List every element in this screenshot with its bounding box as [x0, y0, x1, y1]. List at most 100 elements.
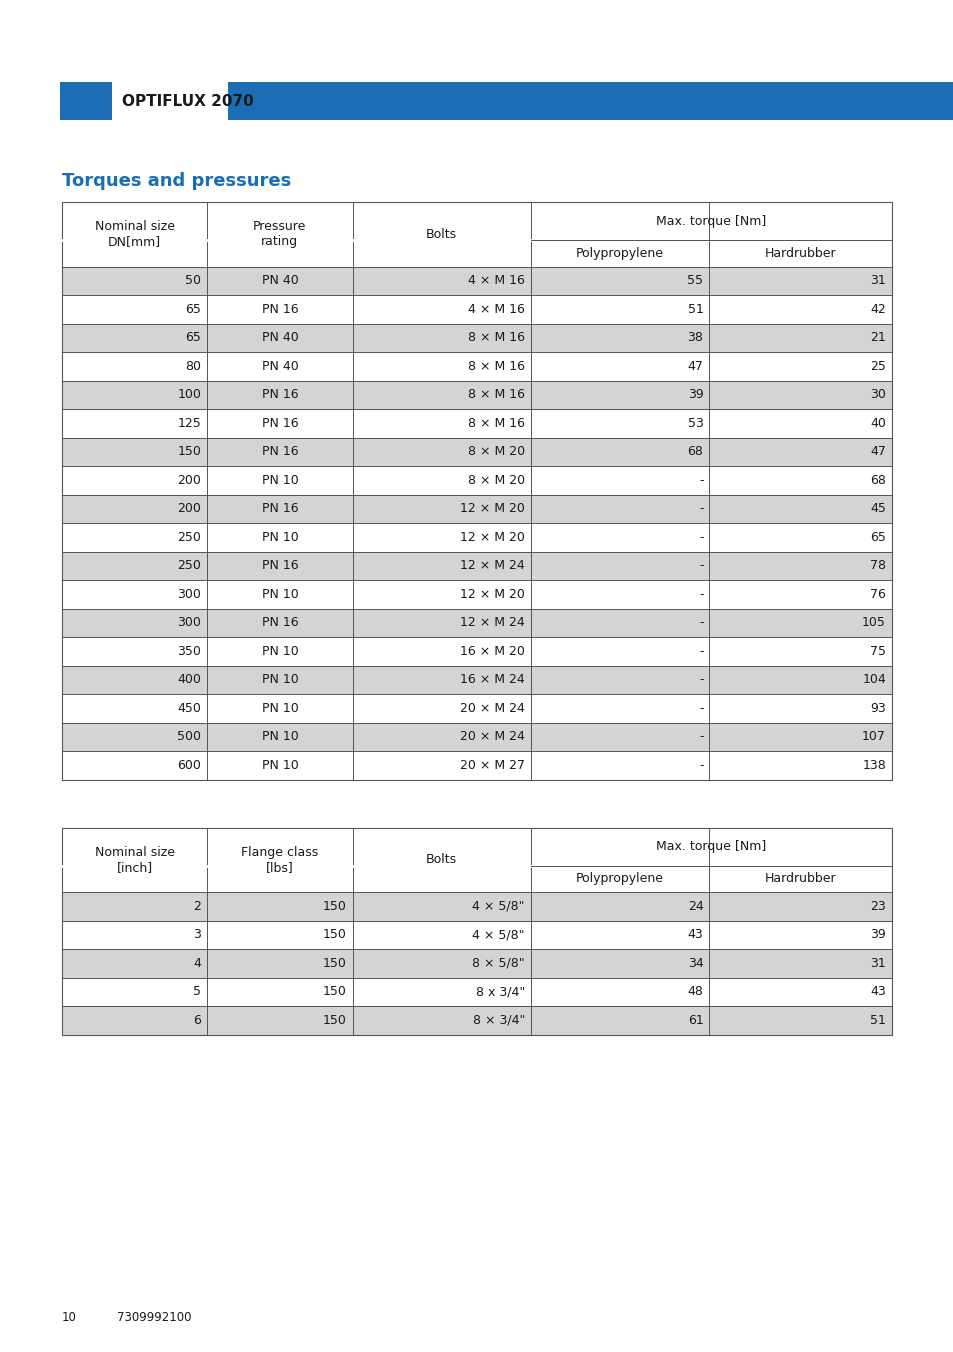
- Bar: [62, 608, 891, 637]
- Text: 12 × M 20: 12 × M 20: [459, 531, 524, 544]
- Text: 250: 250: [177, 531, 201, 544]
- Text: 4 × 5/8": 4 × 5/8": [472, 899, 524, 913]
- Text: 21: 21: [869, 331, 885, 345]
- Text: 8 × M 20: 8 × M 20: [467, 473, 524, 487]
- Text: PN 40: PN 40: [261, 331, 298, 345]
- Text: 350: 350: [177, 645, 201, 658]
- Text: 75: 75: [869, 645, 885, 658]
- Bar: [60, 82, 112, 120]
- Text: 34: 34: [687, 957, 702, 969]
- Text: 104: 104: [862, 673, 885, 687]
- Text: 4: 4: [193, 957, 201, 969]
- Text: 39: 39: [687, 388, 702, 402]
- Text: 8 × 5/8": 8 × 5/8": [472, 957, 524, 969]
- Text: 20 × M 24: 20 × M 24: [459, 702, 524, 715]
- Text: 65: 65: [185, 303, 201, 316]
- Bar: [62, 949, 891, 977]
- Text: 51: 51: [687, 303, 702, 316]
- Text: 150: 150: [322, 929, 346, 941]
- Text: PN 16: PN 16: [261, 388, 298, 402]
- Text: 24: 24: [687, 899, 702, 913]
- Text: 12 × M 20: 12 × M 20: [459, 502, 524, 515]
- Text: 150: 150: [177, 445, 201, 458]
- Text: -: -: [699, 502, 702, 515]
- Text: PN 10: PN 10: [261, 473, 298, 487]
- Text: 125: 125: [177, 416, 201, 430]
- Text: 31: 31: [869, 957, 885, 969]
- Text: PN 10: PN 10: [261, 531, 298, 544]
- Text: 20 × M 27: 20 × M 27: [459, 758, 524, 772]
- Text: PN 10: PN 10: [261, 758, 298, 772]
- Text: PN 10: PN 10: [261, 702, 298, 715]
- Text: 23: 23: [869, 899, 885, 913]
- Text: Flange class
[lbs]: Flange class [lbs]: [241, 846, 318, 873]
- Text: -: -: [699, 560, 702, 572]
- Bar: [62, 665, 891, 694]
- Text: -: -: [699, 645, 702, 658]
- Text: 42: 42: [869, 303, 885, 316]
- Text: 30: 30: [869, 388, 885, 402]
- Text: 8 × M 16: 8 × M 16: [468, 360, 524, 373]
- Text: 53: 53: [687, 416, 702, 430]
- Text: 300: 300: [177, 617, 201, 629]
- Bar: [228, 82, 953, 120]
- Bar: [62, 827, 891, 1034]
- Text: Bolts: Bolts: [426, 227, 456, 241]
- Text: 2: 2: [193, 899, 201, 913]
- Text: -: -: [699, 473, 702, 487]
- Text: Torques and pressures: Torques and pressures: [62, 172, 291, 191]
- Bar: [62, 201, 891, 780]
- Text: 68: 68: [687, 445, 702, 458]
- Text: 65: 65: [185, 331, 201, 345]
- Text: 43: 43: [869, 986, 885, 998]
- Text: 50: 50: [185, 274, 201, 287]
- Text: 76: 76: [869, 588, 885, 600]
- Text: PN 16: PN 16: [261, 445, 298, 458]
- Text: 45: 45: [869, 502, 885, 515]
- Text: Pressure
rating: Pressure rating: [253, 220, 306, 249]
- Text: 38: 38: [687, 331, 702, 345]
- Text: 150: 150: [322, 957, 346, 969]
- Text: 80: 80: [185, 360, 201, 373]
- Text: PN 16: PN 16: [261, 560, 298, 572]
- Text: 8 × M 16: 8 × M 16: [468, 331, 524, 345]
- Text: -: -: [699, 588, 702, 600]
- Text: Max. torque [Nm]: Max. torque [Nm]: [656, 840, 766, 853]
- Text: 12 × M 20: 12 × M 20: [459, 588, 524, 600]
- Text: 150: 150: [322, 899, 346, 913]
- Bar: [62, 1006, 891, 1034]
- Text: 55: 55: [687, 274, 702, 287]
- Text: PN 16: PN 16: [261, 416, 298, 430]
- Text: 8 × M 20: 8 × M 20: [467, 445, 524, 458]
- Text: 150: 150: [322, 986, 346, 998]
- Text: 65: 65: [869, 531, 885, 544]
- Text: 40: 40: [869, 416, 885, 430]
- Text: 47: 47: [869, 445, 885, 458]
- Text: Hardrubber: Hardrubber: [764, 247, 836, 260]
- Text: 8 × M 16: 8 × M 16: [468, 416, 524, 430]
- Text: Nominal size
DN[mm]: Nominal size DN[mm]: [94, 220, 174, 249]
- Text: Polypropylene: Polypropylene: [576, 247, 663, 260]
- Text: 3: 3: [193, 929, 201, 941]
- Text: 105: 105: [862, 617, 885, 629]
- Text: 25: 25: [869, 360, 885, 373]
- Text: 107: 107: [862, 730, 885, 744]
- Text: OPTIFLUX 2070: OPTIFLUX 2070: [122, 93, 253, 108]
- Text: PN 40: PN 40: [261, 274, 298, 287]
- Text: Bolts: Bolts: [426, 853, 456, 867]
- Bar: [62, 892, 891, 921]
- Text: PN 10: PN 10: [261, 730, 298, 744]
- Bar: [62, 380, 891, 410]
- Text: 31: 31: [869, 274, 885, 287]
- Text: 200: 200: [177, 473, 201, 487]
- Text: Nominal size
[inch]: Nominal size [inch]: [94, 846, 174, 873]
- Bar: [62, 438, 891, 466]
- Text: 8 × 3/4": 8 × 3/4": [472, 1014, 524, 1026]
- Text: PN 16: PN 16: [261, 303, 298, 316]
- Text: 8 × M 16: 8 × M 16: [468, 388, 524, 402]
- Text: -: -: [699, 531, 702, 544]
- Text: 8 x 3/4": 8 x 3/4": [476, 986, 524, 998]
- Bar: [62, 323, 891, 352]
- Text: 12 × M 24: 12 × M 24: [459, 617, 524, 629]
- Text: 12 × M 24: 12 × M 24: [459, 560, 524, 572]
